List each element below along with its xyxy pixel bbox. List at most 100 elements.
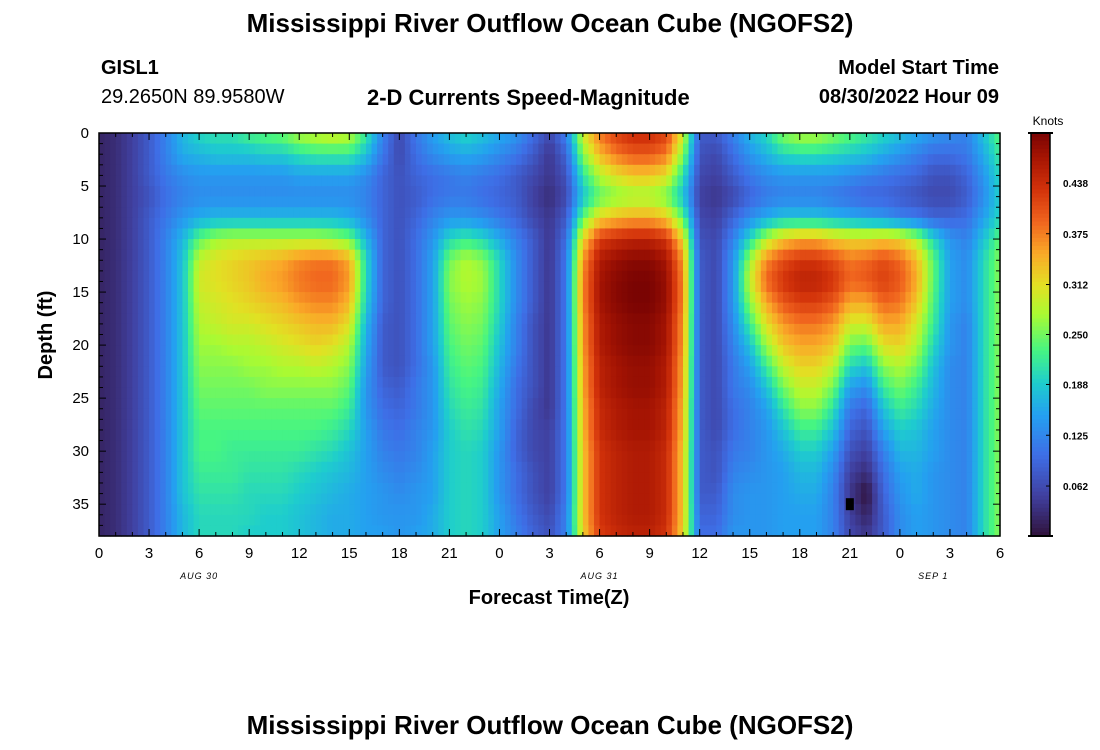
heatmap-cell bbox=[777, 239, 784, 251]
heatmap-cell bbox=[432, 440, 439, 452]
heatmap-cell bbox=[771, 302, 779, 314]
heatmap-cell bbox=[555, 228, 562, 240]
heatmap-cell bbox=[171, 228, 178, 240]
heatmap-cell bbox=[182, 281, 189, 293]
heatmap-cell bbox=[877, 133, 884, 145]
heatmap-cell bbox=[777, 355, 784, 367]
heatmap-cell bbox=[593, 302, 601, 314]
heatmap-cell bbox=[493, 398, 501, 410]
heatmap-cell bbox=[249, 143, 256, 155]
heatmap-cell bbox=[182, 398, 189, 410]
heatmap-cell bbox=[660, 186, 667, 198]
heatmap-cell bbox=[860, 366, 868, 378]
heatmap-cell bbox=[121, 292, 128, 304]
heatmap-cell bbox=[488, 228, 495, 240]
heatmap-cell bbox=[532, 345, 539, 357]
heatmap-cell bbox=[994, 154, 1001, 166]
heatmap-cell bbox=[961, 355, 968, 367]
heatmap-cell bbox=[254, 398, 261, 410]
heatmap-cell bbox=[766, 175, 773, 187]
heatmap-cell bbox=[276, 175, 284, 187]
heatmap-cell bbox=[682, 196, 690, 208]
heatmap-cell bbox=[566, 143, 573, 155]
heatmap-cell bbox=[276, 270, 284, 283]
heatmap-cell bbox=[933, 387, 940, 399]
heatmap-cell bbox=[543, 355, 551, 367]
heatmap-cell bbox=[827, 186, 834, 198]
heatmap-cell bbox=[771, 217, 779, 230]
heatmap-cell bbox=[894, 249, 901, 261]
heatmap-cell bbox=[749, 164, 756, 177]
heatmap-cell bbox=[471, 143, 478, 155]
heatmap-cell bbox=[327, 164, 334, 177]
heatmap-cell bbox=[271, 313, 278, 325]
heatmap-cell bbox=[721, 270, 729, 283]
heatmap-cell bbox=[566, 133, 573, 145]
heatmap-cell bbox=[421, 270, 428, 283]
heatmap-cell bbox=[833, 313, 840, 325]
heatmap-cell bbox=[844, 239, 851, 251]
heatmap-cell bbox=[149, 451, 156, 463]
heatmap-cell bbox=[988, 313, 996, 325]
heatmap-cell bbox=[688, 451, 695, 463]
heatmap-cell bbox=[755, 398, 762, 410]
heatmap-cell bbox=[532, 207, 539, 219]
heatmap-cell bbox=[983, 260, 990, 272]
heatmap-cell bbox=[888, 164, 895, 177]
heatmap-cell bbox=[282, 313, 289, 325]
heatmap-cell bbox=[454, 429, 462, 442]
heatmap-cell bbox=[276, 228, 284, 240]
heatmap-cell bbox=[688, 366, 695, 378]
heatmap-cell bbox=[182, 366, 189, 378]
heatmap-cell bbox=[710, 302, 717, 314]
heatmap-cell bbox=[126, 270, 133, 283]
heatmap-cell bbox=[421, 302, 428, 314]
heatmap-cell bbox=[516, 419, 523, 431]
heatmap-cell bbox=[621, 334, 628, 346]
heatmap-cell bbox=[666, 270, 673, 283]
heatmap-cell bbox=[649, 292, 656, 304]
heatmap-cell bbox=[760, 398, 768, 410]
heatmap-cell bbox=[349, 154, 356, 166]
heatmap-cell bbox=[744, 408, 751, 420]
heatmap-cell bbox=[760, 366, 768, 378]
heatmap-cell bbox=[538, 239, 545, 251]
heatmap-cell bbox=[360, 323, 367, 336]
heatmap-cell bbox=[899, 345, 907, 357]
heatmap-cell bbox=[393, 313, 400, 325]
heatmap-cell bbox=[955, 313, 962, 325]
heatmap-cell bbox=[922, 196, 929, 208]
heatmap-cell bbox=[827, 196, 834, 208]
heatmap-cell bbox=[560, 228, 567, 240]
heatmap-cell bbox=[644, 387, 651, 399]
heatmap-cell bbox=[616, 217, 623, 230]
heatmap-cell bbox=[288, 175, 295, 187]
heatmap-cell bbox=[99, 440, 106, 452]
heatmap-cell bbox=[99, 408, 106, 420]
heatmap-cell bbox=[321, 429, 328, 442]
heatmap-cell bbox=[577, 175, 584, 187]
heatmap-cell bbox=[332, 175, 339, 187]
heatmap-cell bbox=[593, 345, 601, 357]
heatmap-cell bbox=[877, 313, 884, 325]
heatmap-cell bbox=[822, 376, 829, 389]
heatmap-cell bbox=[221, 270, 228, 283]
heatmap-cell bbox=[721, 228, 729, 240]
heatmap-cell bbox=[115, 334, 122, 346]
heatmap-cell bbox=[749, 323, 756, 336]
heatmap-cell bbox=[727, 281, 734, 293]
heatmap-cell bbox=[516, 302, 523, 314]
heatmap-cell bbox=[833, 143, 840, 155]
heatmap-cell bbox=[388, 143, 395, 155]
heatmap-cell bbox=[221, 323, 228, 336]
heatmap-cell bbox=[354, 175, 361, 187]
heatmap-cell bbox=[349, 217, 356, 230]
heatmap-cell bbox=[416, 239, 423, 251]
heatmap-cell bbox=[543, 387, 551, 399]
heatmap-cell bbox=[416, 376, 423, 389]
heatmap-cell bbox=[332, 228, 339, 240]
heatmap-cell bbox=[549, 154, 556, 166]
heatmap-cell bbox=[922, 164, 929, 177]
heatmap-cell bbox=[416, 281, 423, 293]
heatmap-cell bbox=[822, 186, 829, 198]
